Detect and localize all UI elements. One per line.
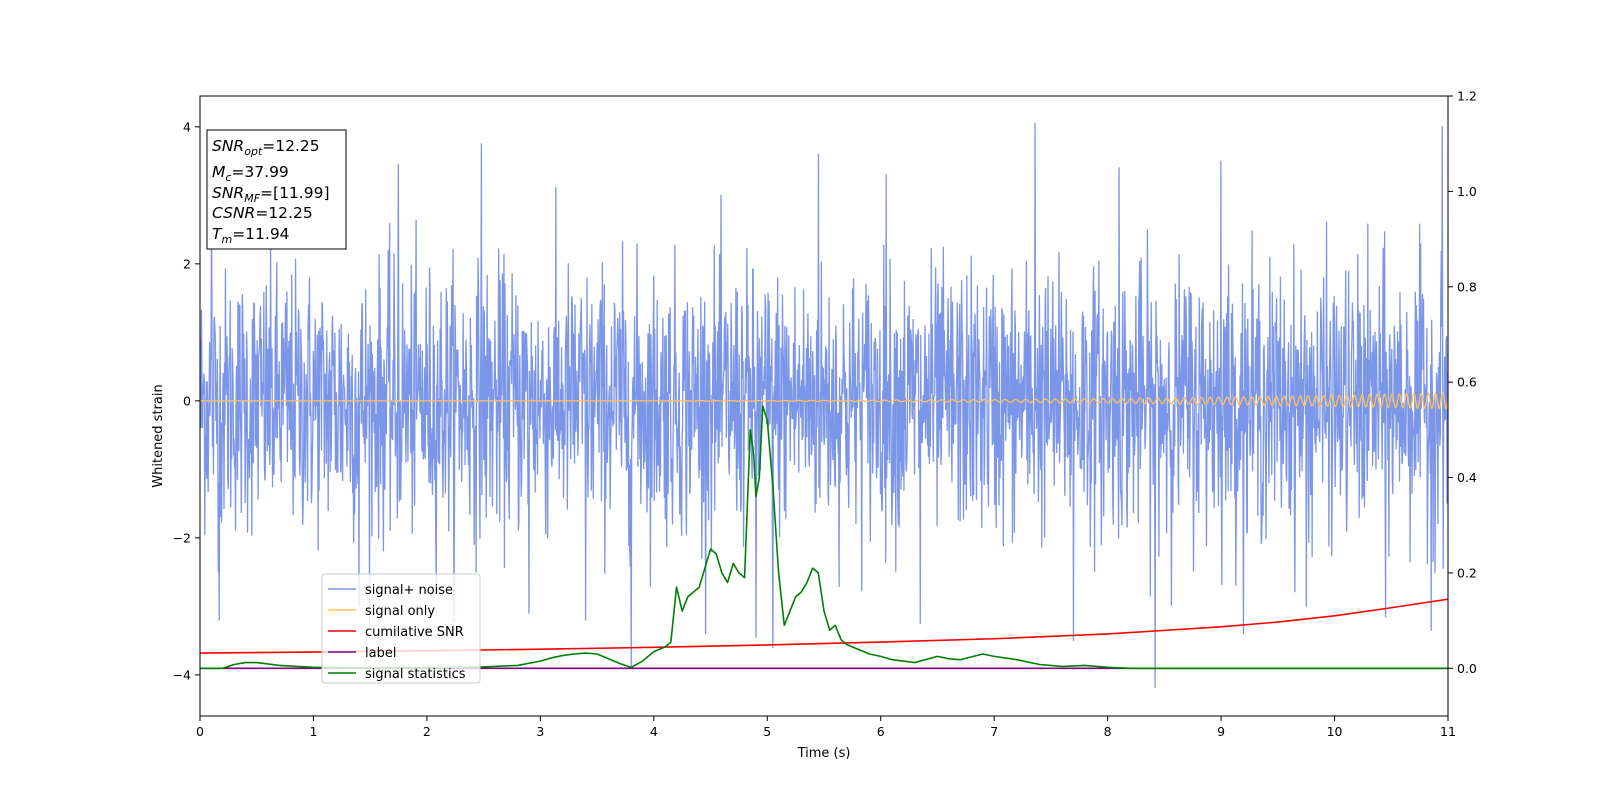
y2-tick-label: 0.6 — [1457, 375, 1477, 390]
legend-label: cumilative SNR — [365, 625, 464, 640]
x-tick-label: 11 — [1440, 724, 1456, 739]
legend-label: signal+ noise — [365, 583, 453, 598]
axes: 0 1 2 3 4 5 6 7 8 9 10 11 −4 −2 0 2 4 0.0 0.2 0.4 0.6 0.8 1.0 1… — [173, 89, 1477, 740]
annotation-line: Mc=37.99 — [212, 163, 289, 184]
y-tick-label: 2 — [183, 256, 191, 271]
series-line-signal-noise — [200, 122, 1448, 688]
annotation-line: SNRMF=[11.99] — [212, 184, 330, 205]
x-tick-label: 6 — [877, 724, 885, 739]
annotation-line: Tm=11.94 — [212, 225, 290, 246]
y2-tick-label: 0.8 — [1457, 279, 1477, 294]
x-tick-label: 8 — [1104, 724, 1112, 739]
y2-tick-label: 0.4 — [1457, 470, 1477, 485]
annotation-line: CSNR=12.25 — [212, 204, 313, 222]
x-tick-label: 9 — [1217, 724, 1225, 739]
x-tick-label: 0 — [196, 724, 204, 739]
series-line-signal-statistics — [200, 405, 1448, 670]
legend: signal+ noise signal only cumilative SNR la… — [321, 573, 481, 684]
y-tick-label: 0 — [183, 393, 191, 408]
x-tick-label: 1 — [309, 724, 317, 739]
y-axis-title: Whitened strain — [151, 384, 166, 487]
y2-tick-label: 1.0 — [1457, 184, 1477, 199]
y-tick-label: 4 — [183, 119, 191, 134]
legend-label: signal statistics — [365, 667, 466, 682]
y-tick-label: −4 — [173, 667, 191, 682]
legend-label: signal only — [365, 604, 435, 619]
plot-frame — [199, 95, 1449, 717]
x-tick-label: 4 — [650, 724, 658, 739]
x-tick-label: 3 — [536, 724, 544, 739]
annotation-line: SNRopt=12.25 — [212, 137, 320, 158]
x-tick-label: 5 — [763, 724, 771, 739]
x-tick-label: 7 — [990, 724, 998, 739]
legend-frame — [321, 573, 481, 684]
y2-tick-label: 0.0 — [1457, 661, 1477, 676]
annotation-box: SNRopt=12.25 Mc=37.99SNRMF=[11.99]CSNR=12… — [206, 129, 347, 250]
x-axis-title: Time (s) — [797, 746, 851, 761]
x-tick-label: 2 — [423, 724, 431, 739]
series-line-signal-only — [200, 392, 1448, 410]
y2-tick-label: 1.2 — [1457, 89, 1477, 104]
y-tick-label: −2 — [173, 530, 191, 545]
x-tick-label: 10 — [1327, 724, 1343, 739]
legend-label: label — [365, 646, 396, 661]
y2-tick-label: 0.2 — [1457, 565, 1477, 580]
annotation-box-frame — [206, 129, 347, 250]
